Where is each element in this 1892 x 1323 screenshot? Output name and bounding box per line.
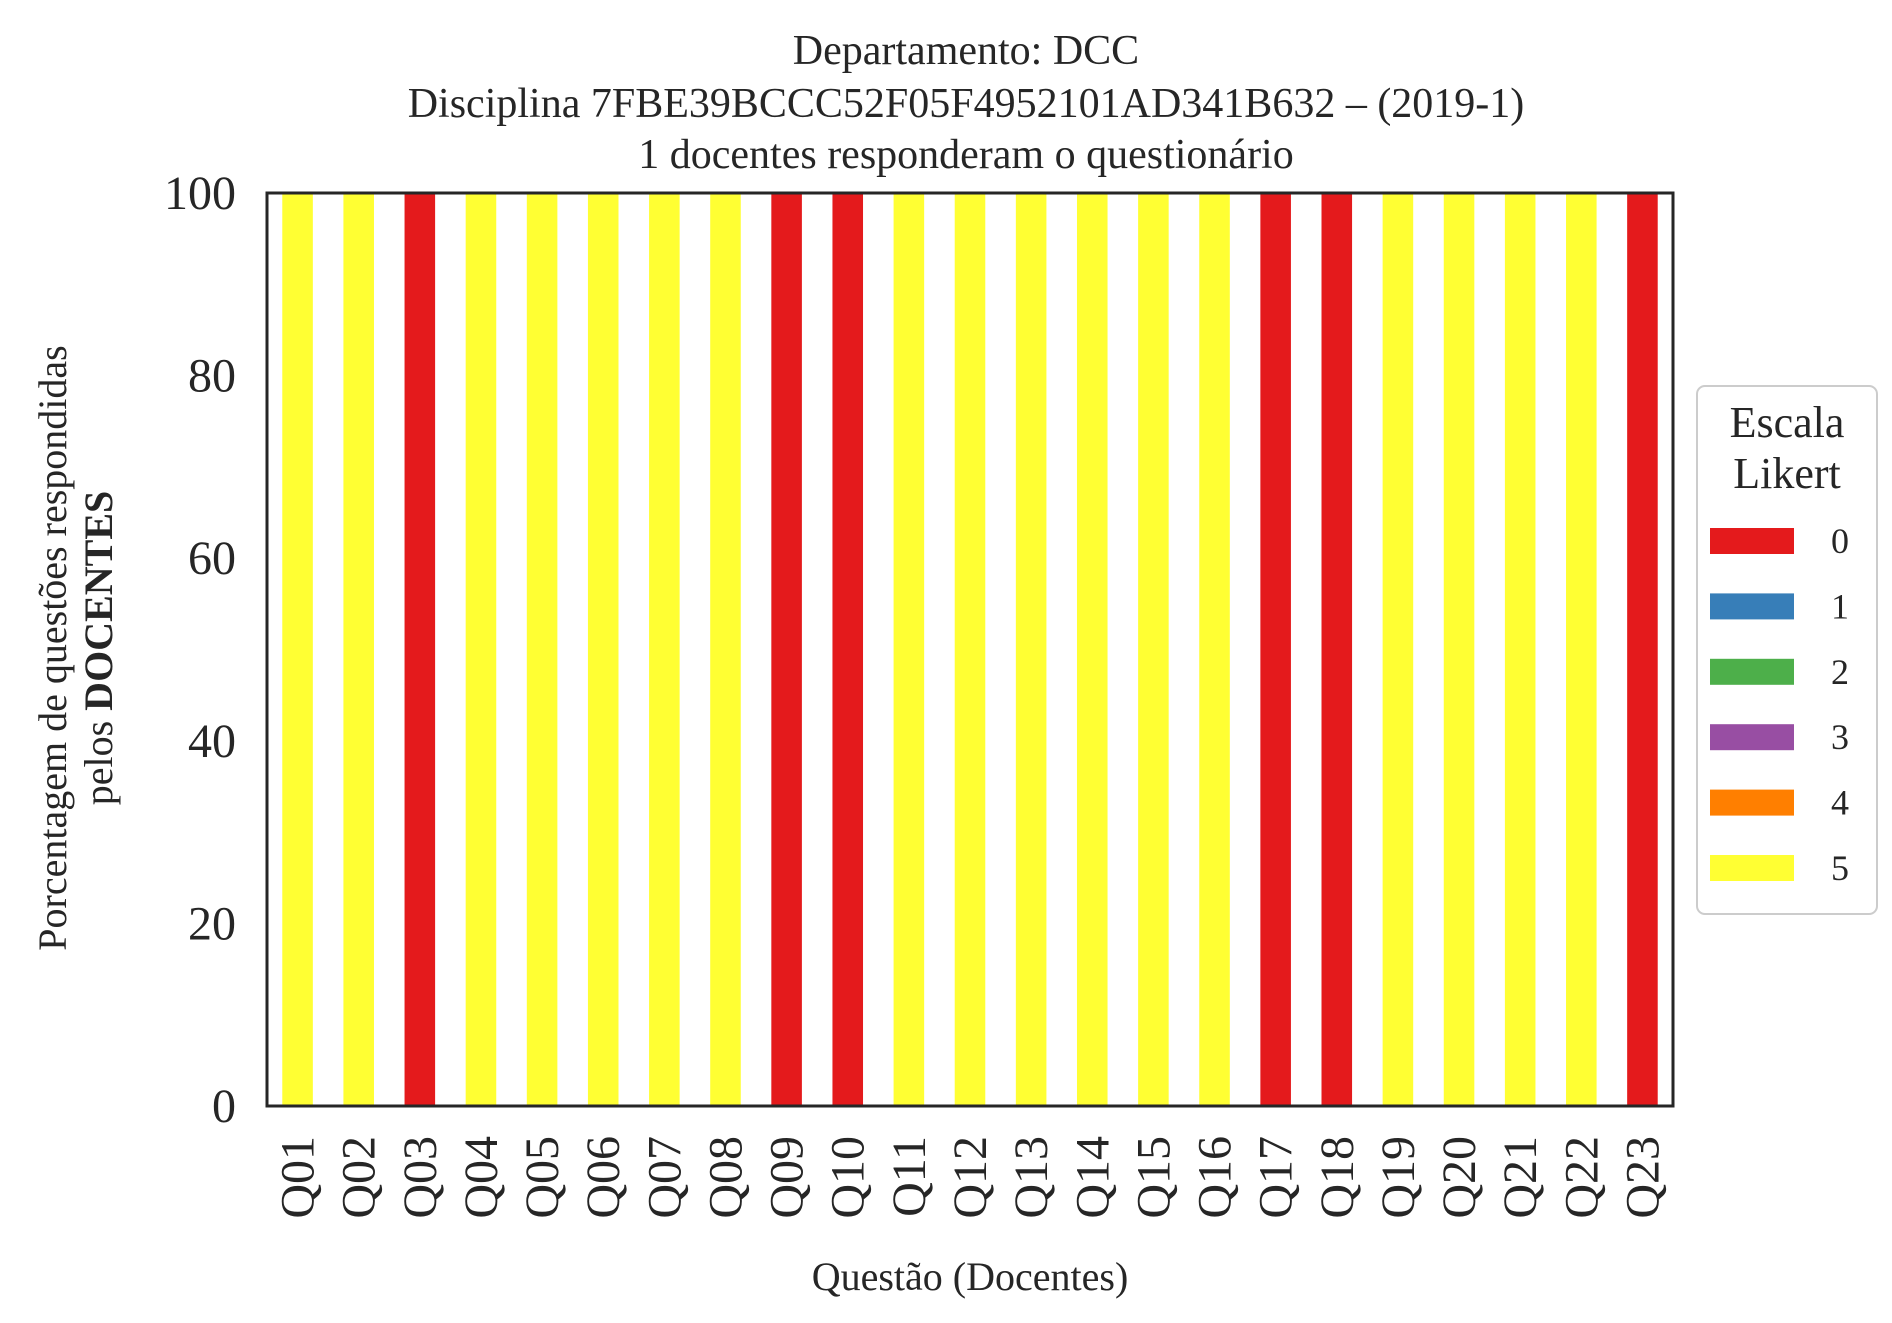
bar-Q08-scale-5 xyxy=(710,193,741,1106)
bar-Q22-scale-5 xyxy=(1566,193,1597,1106)
y-tick-label: 100 xyxy=(164,167,236,220)
legend-label-1: 1 xyxy=(1831,586,1849,626)
y-axis-label-line-2: pelos DOCENTES xyxy=(76,491,121,806)
bar-Q07-scale-5 xyxy=(649,193,680,1106)
x-tick-label-Q06: Q06 xyxy=(577,1136,630,1219)
legend: Escala Likert 0 1 2 3 4 5 xyxy=(1696,385,1878,915)
bar-Q18-scale-0 xyxy=(1321,193,1353,1106)
x-tick-label-Q19: Q19 xyxy=(1372,1136,1425,1219)
x-tick-label-Q16: Q16 xyxy=(1189,1136,1242,1219)
x-tick-label-Q13: Q13 xyxy=(1005,1136,1058,1219)
bar-Q02-scale-5 xyxy=(343,193,374,1106)
bar-Q12-scale-5 xyxy=(954,193,986,1106)
legend-title-line-2: Likert xyxy=(1733,449,1841,498)
x-tick-label-Q15: Q15 xyxy=(1127,1136,1180,1219)
bar-Q17-scale-0 xyxy=(1260,193,1291,1106)
x-tick-label-Q04: Q04 xyxy=(455,1136,508,1219)
bar-Q15-scale-5 xyxy=(1138,193,1169,1106)
bar-Q14-scale-5 xyxy=(1076,193,1108,1106)
x-tick-label-Q20: Q20 xyxy=(1433,1136,1486,1219)
x-tick-label-Q01: Q01 xyxy=(272,1136,325,1219)
x-tick-label-Q05: Q05 xyxy=(516,1136,569,1219)
legend-label-2: 2 xyxy=(1831,652,1849,692)
legend-label-3: 3 xyxy=(1831,717,1849,757)
bar-Q06-scale-5 xyxy=(587,193,619,1106)
bar-Q21-scale-5 xyxy=(1504,193,1536,1106)
chart-title-line-2: Disciplina 7FBE39BCCC52F05F4952101AD341B… xyxy=(408,81,1525,127)
y-axis-label-prefix: pelos xyxy=(76,711,121,805)
x-tick-label-Q14: Q14 xyxy=(1066,1136,1119,1219)
bar-Q04-scale-5 xyxy=(465,193,497,1106)
bar-Q01-scale-5 xyxy=(282,193,313,1106)
bar-Q03-scale-0 xyxy=(404,193,436,1106)
y-tick-label: 40 xyxy=(188,715,236,768)
bar-Q23-scale-0 xyxy=(1627,193,1658,1106)
legend-title-line-1: Escala xyxy=(1730,398,1845,447)
y-axis-label-line-1: Porcentagem de questões respondidas xyxy=(30,345,75,950)
legend-swatch-1 xyxy=(1710,593,1794,620)
y-tick-label: 20 xyxy=(188,897,236,950)
bars-layer xyxy=(282,193,1658,1106)
legend-frame xyxy=(1696,385,1878,915)
y-tick-label: 0 xyxy=(212,1080,236,1133)
x-axis-ticks: Q01 Q02 Q03 Q04 Q05 Q06 Q07 Q08 Q09 Q10 Q11 Q12 Q13 Q… xyxy=(272,1136,1670,1219)
bar-Q16-scale-5 xyxy=(1199,193,1230,1106)
bar-Q20-scale-5 xyxy=(1443,193,1475,1106)
legend-items: 0 1 2 3 4 5 xyxy=(1710,521,1849,888)
y-axis-ticks: 0 20 40 60 80 100 xyxy=(164,167,236,1133)
x-tick-label-Q12: Q12 xyxy=(944,1136,997,1219)
x-tick-label-Q03: Q03 xyxy=(394,1136,447,1219)
y-axis-label-bold: DOCENTES xyxy=(76,491,121,711)
legend-label-4: 4 xyxy=(1831,783,1849,823)
legend-label-5: 5 xyxy=(1831,848,1849,888)
x-tick-label-Q02: Q02 xyxy=(333,1136,386,1219)
bar-Q11-scale-5 xyxy=(893,193,925,1106)
x-tick-label-Q10: Q10 xyxy=(822,1136,875,1219)
y-tick-label: 60 xyxy=(188,532,236,585)
bar-Q09-scale-0 xyxy=(771,193,802,1106)
legend-swatch-3 xyxy=(1710,724,1794,751)
x-tick-label-Q07: Q07 xyxy=(638,1136,691,1219)
chart-title: Departamento: DCC Disciplina 7FBE39BCCC5… xyxy=(408,28,1525,178)
x-tick-label-Q11: Q11 xyxy=(883,1136,936,1217)
x-tick-label-Q21: Q21 xyxy=(1494,1136,1547,1219)
bar-Q19-scale-5 xyxy=(1382,193,1414,1106)
plot-frame xyxy=(265,191,1675,1108)
y-axis-label: Porcentagem de questões respondidas pelo… xyxy=(30,345,121,950)
x-tick-label-Q08: Q08 xyxy=(699,1136,752,1219)
x-tick-label-Q17: Q17 xyxy=(1250,1136,1303,1219)
bar-Q05-scale-5 xyxy=(526,193,558,1106)
x-tick-label-Q23: Q23 xyxy=(1616,1136,1669,1219)
x-tick-label-Q22: Q22 xyxy=(1555,1136,1608,1219)
legend-swatch-2 xyxy=(1710,658,1794,685)
legend-label-0: 0 xyxy=(1831,521,1849,561)
x-axis-label: Questão (Docentes) xyxy=(812,1254,1129,1299)
legend-swatch-0 xyxy=(1710,528,1794,554)
chart-title-line-3: 1 docentes responderam o questionário xyxy=(638,132,1293,178)
x-tick-label-Q18: Q18 xyxy=(1311,1136,1364,1219)
bar-Q10-scale-0 xyxy=(832,193,864,1106)
bar-Q13-scale-5 xyxy=(1015,193,1047,1106)
chart-title-line-1: Departamento: DCC xyxy=(793,28,1139,74)
y-tick-label: 80 xyxy=(188,350,236,403)
legend-swatch-4 xyxy=(1710,789,1794,816)
x-tick-label-Q09: Q09 xyxy=(761,1136,814,1219)
legend-swatch-5 xyxy=(1710,855,1794,881)
